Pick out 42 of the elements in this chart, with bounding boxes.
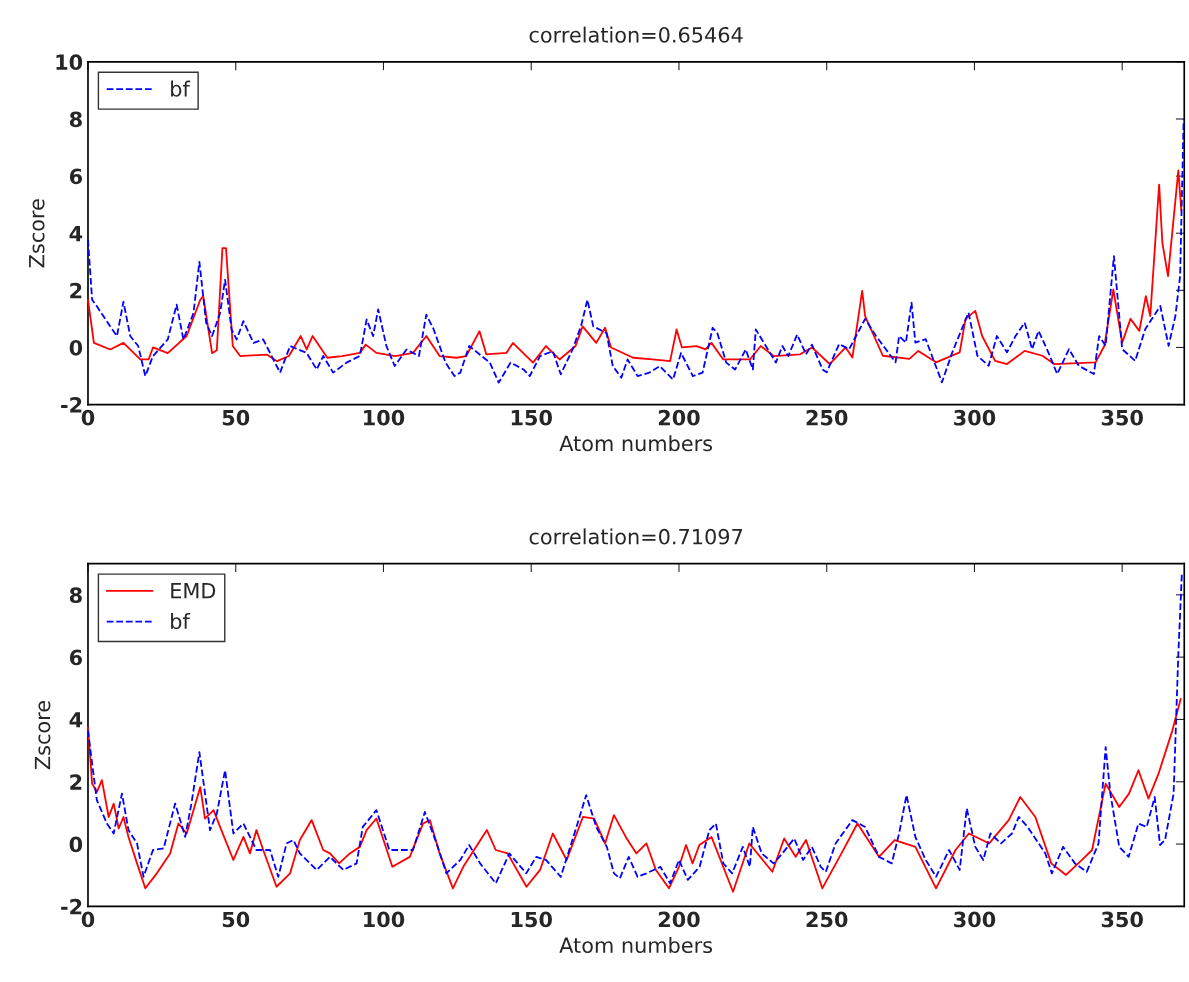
x-tick-label: 200 [658, 911, 700, 928]
x-tick-label: 0 [81, 911, 95, 928]
x-tick-label: 0 [81, 409, 95, 426]
y-tick-label: 6 [69, 168, 83, 185]
line-series [87, 118, 1185, 384]
x-axis-title: Atom numbers [559, 435, 713, 452]
y-tick-label: -2 [61, 898, 82, 915]
legend-label: bf [171, 80, 191, 97]
y-axis-title: Zscore [34, 701, 51, 770]
x-tick-label: 100 [364, 409, 405, 426]
y-tick-label: 2 [70, 282, 82, 299]
line-series [87, 697, 1182, 893]
x-tick-label: 250 [806, 409, 848, 426]
x-tick-label: 150 [511, 911, 552, 928]
x-tick-label: 350 [1101, 911, 1143, 928]
chart-title: correlation=0.65464 [529, 26, 743, 43]
x-tick-label: 150 [511, 409, 552, 426]
legend-label: EMD [171, 583, 216, 599]
x-tick-label: 50 [222, 409, 250, 426]
y-tick-label: 8 [69, 111, 82, 128]
x-tick-label: 100 [364, 911, 405, 928]
x-tick-label: 300 [954, 911, 996, 928]
x-tick-label: 300 [954, 409, 996, 426]
y-tick-label: 6 [69, 649, 83, 666]
x-tick-label: 350 [1101, 409, 1143, 426]
y-tick-label: 4 [69, 225, 83, 242]
line-series [87, 572, 1183, 885]
y-tick-label: 0 [69, 836, 83, 853]
y-tick-label: 4 [69, 712, 83, 728]
x-tick-label: 200 [658, 409, 700, 426]
x-axis-title: Atom numbers [559, 936, 713, 954]
y-tick-label: 2 [70, 774, 82, 790]
x-tick-label: 250 [806, 911, 848, 928]
y-axis-title: Zscore [29, 199, 45, 268]
y-tick-label: 0 [69, 339, 83, 356]
legend-label: bf [171, 613, 191, 630]
y-tick-label: 10 [56, 54, 83, 71]
y-tick-label: 8 [69, 587, 82, 604]
line-series [87, 169, 1183, 365]
chart-title: correlation=0.71097 [529, 528, 743, 545]
y-tick-label: -2 [61, 397, 82, 413]
x-tick-label: 50 [222, 911, 250, 928]
